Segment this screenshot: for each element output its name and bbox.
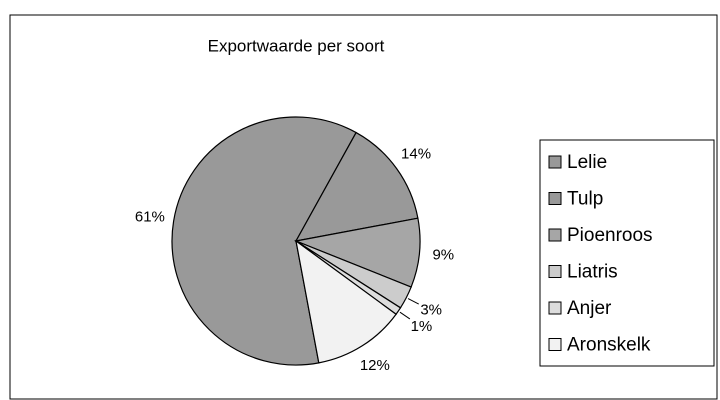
legend-swatch xyxy=(548,155,562,169)
pie-slice xyxy=(295,239,397,364)
pie: 61% 14% 9% 3%1% 12% xyxy=(135,116,454,374)
chart-title: Exportwaarde per soort xyxy=(208,36,385,55)
legend: Lelie Tulp Pioenroos Liatris Anjer Aronskelk xyxy=(548,152,653,356)
legend-label: Aronskelk xyxy=(567,335,651,356)
data-label: 12% xyxy=(360,357,390,374)
data-label: 1% xyxy=(411,318,433,335)
legend-swatch xyxy=(548,265,562,278)
data-label: 14% xyxy=(401,145,431,162)
pie-slice xyxy=(171,116,357,366)
legend-label: Tulp xyxy=(567,189,603,210)
legend-label: Liatris xyxy=(567,262,618,283)
data-label: 9% xyxy=(432,246,454,263)
legend-swatch xyxy=(548,338,562,351)
legend-label: Pioenroos xyxy=(567,225,653,246)
leader-line xyxy=(399,311,411,320)
legend-box xyxy=(539,139,715,367)
legend-label: Anjer xyxy=(567,298,612,319)
legend-swatch xyxy=(548,301,562,315)
legend-label: Lelie xyxy=(567,152,607,173)
legend-swatch xyxy=(548,228,562,242)
data-label: 3% xyxy=(420,301,442,318)
pie-slice xyxy=(294,131,419,242)
data-label: 61% xyxy=(135,208,165,225)
legend-swatch xyxy=(548,192,562,205)
leader-line xyxy=(407,298,419,305)
